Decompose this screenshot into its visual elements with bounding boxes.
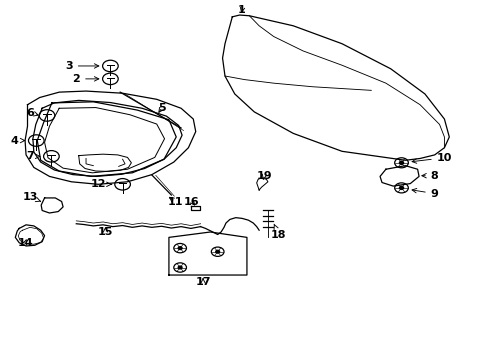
Circle shape [215,250,219,253]
Text: 8: 8 [421,171,438,181]
Text: 6: 6 [26,108,38,118]
Text: 7: 7 [26,151,40,161]
Text: 16: 16 [183,197,199,207]
Circle shape [178,247,182,249]
Text: 12: 12 [90,179,111,189]
Text: 15: 15 [98,227,113,237]
Text: 18: 18 [270,224,286,239]
Text: 5: 5 [158,103,165,113]
Text: 14: 14 [17,238,33,248]
Text: 10: 10 [411,153,451,163]
Text: 11: 11 [167,197,183,207]
Circle shape [178,266,182,269]
Text: 4: 4 [10,136,25,145]
Text: 19: 19 [256,171,271,181]
Text: 17: 17 [195,277,210,287]
Text: 2: 2 [72,74,99,84]
Text: 9: 9 [411,188,438,199]
Text: 1: 1 [238,5,245,15]
Circle shape [399,161,403,164]
Circle shape [399,186,403,189]
Text: 13: 13 [22,192,41,202]
Text: 3: 3 [65,61,99,71]
